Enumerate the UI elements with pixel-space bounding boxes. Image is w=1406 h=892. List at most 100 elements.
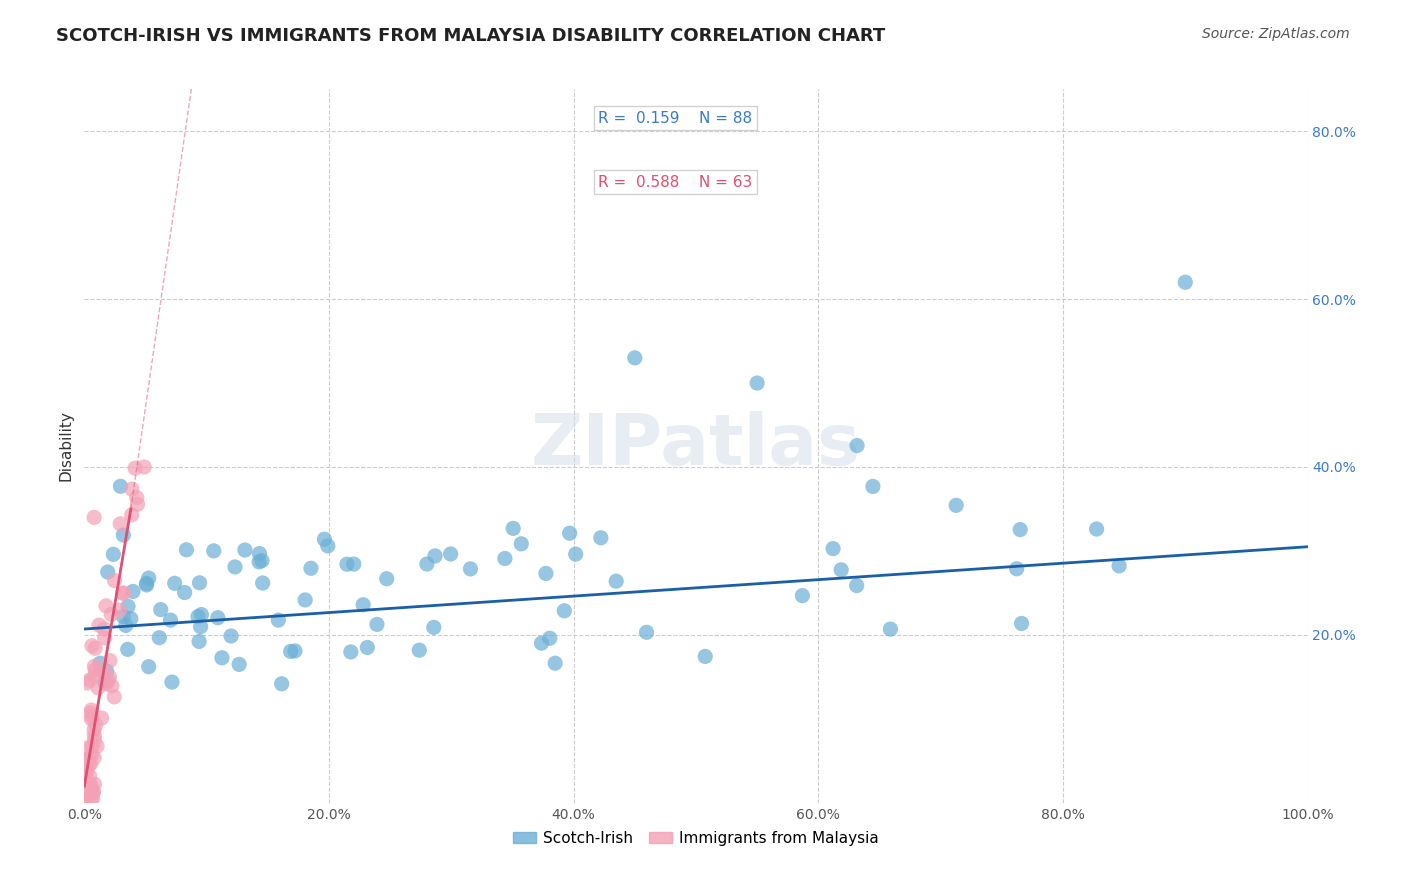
Scotch-Irish (538, 632, 561, 646)
Scotch-Irish (343, 557, 366, 571)
Immigrants from Malaysia (79, 769, 101, 783)
Immigrants from Malaysia (80, 706, 103, 720)
Immigrants from Malaysia (83, 751, 105, 765)
Scotch-Irish (228, 657, 250, 672)
Scotch-Irish (112, 609, 135, 624)
Scotch-Irish (138, 571, 160, 585)
Immigrants from Malaysia (84, 718, 107, 732)
Immigrants from Malaysia (124, 461, 146, 475)
Scotch-Irish (207, 610, 229, 624)
Immigrants from Malaysia (79, 673, 101, 688)
Scotch-Irish (416, 557, 439, 571)
Immigrants from Malaysia (87, 681, 110, 695)
Legend: Scotch-Irish, Immigrants from Malaysia: Scotch-Irish, Immigrants from Malaysia (506, 825, 886, 852)
Scotch-Irish (224, 560, 246, 574)
Scotch-Irish (316, 539, 339, 553)
Scotch-Irish (423, 620, 446, 634)
Scotch-Irish (502, 521, 524, 535)
Scotch-Irish (375, 572, 398, 586)
Scotch-Irish (534, 566, 557, 581)
Scotch-Irish (1011, 616, 1033, 631)
Scotch-Irish (267, 613, 290, 627)
Scotch-Irish (173, 585, 195, 599)
Scotch-Irish (112, 528, 135, 542)
Scotch-Irish (96, 664, 118, 678)
Scotch-Irish (340, 645, 363, 659)
Immigrants from Malaysia (82, 791, 104, 805)
Immigrants from Malaysia (83, 777, 105, 791)
Scotch-Irish (945, 499, 967, 513)
Immigrants from Malaysia (84, 663, 107, 677)
Immigrants from Malaysia (76, 676, 98, 690)
Immigrants from Malaysia (97, 673, 120, 688)
Scotch-Irish (247, 547, 270, 561)
Immigrants from Malaysia (80, 747, 103, 762)
Scotch-Irish (352, 598, 374, 612)
Scotch-Irish (187, 609, 209, 624)
Scotch-Irish (270, 677, 292, 691)
Scotch-Irish (188, 575, 211, 590)
Immigrants from Malaysia (111, 586, 134, 600)
Scotch-Irish (846, 439, 869, 453)
Immigrants from Malaysia (127, 497, 149, 511)
Immigrants from Malaysia (91, 664, 114, 678)
Immigrants from Malaysia (125, 491, 148, 505)
Immigrants from Malaysia (82, 784, 104, 798)
Scotch-Irish (138, 659, 160, 673)
Scotch-Irish (510, 537, 533, 551)
Scotch-Irish (211, 650, 233, 665)
Immigrants from Malaysia (83, 659, 105, 673)
Immigrants from Malaysia (121, 508, 143, 522)
Scotch-Irish (1085, 522, 1108, 536)
Scotch-Irish (845, 578, 868, 592)
Y-axis label: Disability: Disability (59, 410, 75, 482)
Immigrants from Malaysia (80, 712, 103, 726)
Scotch-Irish (89, 657, 111, 671)
Scotch-Irish (110, 479, 132, 493)
Scotch-Irish (605, 574, 627, 589)
Immigrants from Malaysia (83, 723, 105, 737)
Scotch-Irish (135, 576, 157, 591)
Scotch-Irish (117, 599, 139, 614)
Scotch-Irish (190, 607, 212, 622)
Immigrants from Malaysia (93, 631, 115, 645)
Scotch-Irish (163, 576, 186, 591)
Scotch-Irish (299, 561, 322, 575)
Scotch-Irish (160, 675, 183, 690)
Scotch-Irish (1174, 275, 1197, 289)
Text: R =  0.159    N = 88: R = 0.159 N = 88 (598, 111, 752, 126)
Immigrants from Malaysia (83, 733, 105, 747)
Scotch-Irish (636, 625, 658, 640)
Immigrants from Malaysia (108, 603, 131, 617)
Scotch-Irish (544, 656, 567, 670)
Immigrants from Malaysia (80, 639, 103, 653)
Immigrants from Malaysia (98, 654, 121, 668)
Scotch-Irish (294, 593, 316, 607)
Immigrants from Malaysia (98, 670, 121, 684)
Immigrants from Malaysia (76, 764, 98, 779)
Scotch-Irish (695, 649, 717, 664)
Immigrants from Malaysia (80, 703, 103, 717)
Scotch-Irish (247, 555, 270, 569)
Immigrants from Malaysia (77, 752, 100, 766)
Immigrants from Malaysia (112, 586, 135, 600)
Immigrants from Malaysia (80, 709, 103, 723)
Immigrants from Malaysia (80, 780, 103, 795)
Immigrants from Malaysia (103, 690, 125, 704)
Scotch-Irish (149, 602, 172, 616)
Scotch-Irish (460, 562, 482, 576)
Scotch-Irish (747, 376, 769, 390)
Text: R =  0.588    N = 63: R = 0.588 N = 63 (598, 175, 752, 190)
Immigrants from Malaysia (79, 776, 101, 790)
Immigrants from Malaysia (121, 482, 143, 496)
Scotch-Irish (1005, 562, 1028, 576)
Scotch-Irish (589, 531, 612, 545)
Scotch-Irish (250, 553, 273, 567)
Text: SCOTCH-IRISH VS IMMIGRANTS FROM MALAYSIA DISABILITY CORRELATION CHART: SCOTCH-IRISH VS IMMIGRANTS FROM MALAYSIA… (56, 27, 886, 45)
Scotch-Irish (117, 642, 139, 657)
Scotch-Irish (284, 644, 307, 658)
Immigrants from Malaysia (79, 756, 101, 771)
Immigrants from Malaysia (93, 622, 115, 636)
Scotch-Irish (624, 351, 647, 365)
Immigrants from Malaysia (86, 739, 108, 753)
